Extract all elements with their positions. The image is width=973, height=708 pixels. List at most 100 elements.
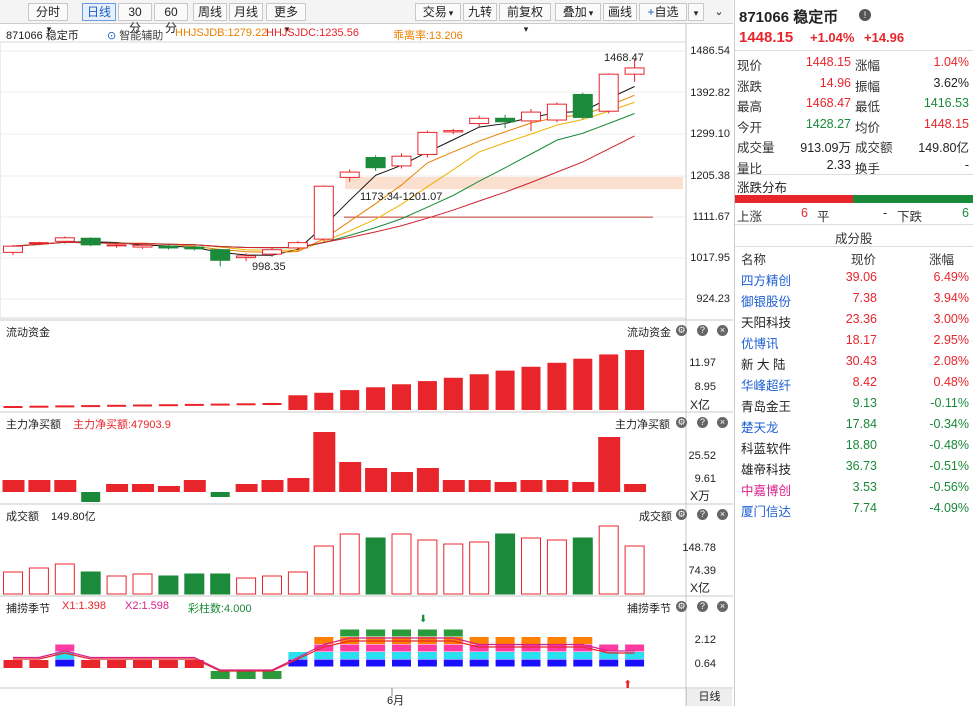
- season-bar: [29, 660, 49, 668]
- stock-name[interactable]: 新 大 陆: [741, 358, 786, 372]
- smart-assist-toggle[interactable]: ⊙ 智能辅助: [107, 30, 164, 42]
- flow-bar: [81, 405, 101, 408]
- season-bar-segment: [288, 652, 308, 659]
- y-tick: 74.39: [688, 565, 716, 577]
- season-bar-segment: [469, 644, 489, 652]
- more-menu[interactable]: 更多▾: [266, 3, 306, 34]
- overlay-menu[interactable]: 叠加 ▾: [555, 3, 601, 21]
- tab-monthly[interactable]: 月线: [229, 3, 263, 21]
- settings-icon[interactable]: ⚙: [676, 325, 687, 336]
- candle-body: [54, 237, 75, 242]
- help-icon[interactable]: ?: [697, 509, 708, 520]
- quote-value: 1448.15: [923, 116, 969, 131]
- netbuy-bar: [2, 480, 25, 492]
- y-tick: 924.23: [696, 293, 730, 305]
- season-bar: [3, 660, 23, 668]
- flat-count: -: [883, 206, 888, 220]
- toolbar-menu-button[interactable]: ⌄: [710, 3, 728, 21]
- up-arrow-icon: ⬆: [623, 679, 632, 691]
- netbuy-bar: [54, 480, 77, 492]
- quote-value: 1.04%: [933, 55, 969, 69]
- chart-grid: [0, 24, 733, 706]
- netbuy-bar: [442, 480, 465, 492]
- season-line-x2: [13, 637, 635, 671]
- quote-value: 1448.15: [805, 55, 851, 69]
- close-icon[interactable]: ×: [717, 601, 728, 612]
- flow-unit: X亿: [690, 398, 711, 412]
- candle-body: [287, 242, 308, 249]
- close-icon[interactable]: ×: [717, 417, 728, 428]
- stock-name[interactable]: 中嘉博创: [741, 484, 792, 498]
- watchlist-dropdown[interactable]: ▾: [688, 3, 704, 21]
- quote-label: 今开: [737, 120, 763, 135]
- watchlist-button[interactable]: +自选: [639, 3, 687, 21]
- stock-name[interactable]: 御银股份: [741, 295, 792, 309]
- adjust-menu[interactable]: 前复权▾: [499, 3, 551, 34]
- high-annotation: 1468.47: [604, 52, 644, 64]
- quote-label: 换手: [855, 161, 881, 176]
- y-tick: 1299.10: [690, 128, 730, 140]
- stock-name[interactable]: 华峰超纤: [741, 379, 792, 393]
- pct-change: +1.04%: [810, 30, 855, 45]
- help-icon[interactable]: ?: [697, 325, 708, 336]
- kline-chart-area[interactable]: ⬇⬆: [0, 0, 733, 706]
- settings-icon[interactable]: ⚙: [676, 417, 687, 428]
- stock-name[interactable]: 雄帝科技: [741, 463, 792, 477]
- trade-menu[interactable]: 交易 ▾: [415, 3, 461, 21]
- up-count: 6: [801, 206, 808, 220]
- y-tick: 148.78: [682, 542, 716, 554]
- help-icon[interactable]: ?: [697, 601, 708, 612]
- flow-bar: [133, 404, 152, 407]
- stock-name[interactable]: 楚天龙: [741, 421, 779, 435]
- turnover-bar: [313, 545, 334, 595]
- season-bar: [184, 660, 204, 668]
- season-bar-segment: [443, 659, 463, 667]
- col-name[interactable]: 名称: [741, 253, 767, 267]
- col-price[interactable]: 现价: [851, 253, 877, 267]
- season-bar-segment: [314, 644, 334, 652]
- stock-name[interactable]: 四方精创: [741, 274, 792, 288]
- tab-intraday[interactable]: 分时▾: [28, 3, 68, 34]
- turnover-bar: [3, 571, 23, 595]
- stock-name[interactable]: 青岛金王: [741, 400, 792, 414]
- flow-bar: [521, 366, 541, 410]
- chevron-down-icon: ▾: [46, 24, 52, 34]
- quote-value: 1428.27: [805, 116, 851, 131]
- chevron-down-icon: ⊙: [107, 30, 117, 42]
- season-bar-segment: [547, 644, 567, 652]
- tab-daily[interactable]: 日线: [82, 3, 116, 21]
- draw-button[interactable]: 画线: [603, 3, 637, 21]
- candle-body: [572, 93, 593, 118]
- stock-price: 7.38: [852, 291, 877, 305]
- stock-name[interactable]: 优博讯: [741, 337, 779, 351]
- season-bar-segment: [625, 644, 645, 652]
- close-icon[interactable]: ×: [717, 325, 728, 336]
- tab-30min[interactable]: 30分: [118, 3, 152, 35]
- close-icon[interactable]: ×: [717, 509, 728, 520]
- stock-name[interactable]: 厦门信达: [741, 505, 792, 519]
- hhjsjdb-value: HHJSJDB:1279.22: [175, 27, 268, 39]
- season-bar-segment: [417, 652, 437, 659]
- tab-weekly[interactable]: 周线: [193, 3, 227, 21]
- season-bar-segment: [495, 652, 515, 659]
- nine-turn-button[interactable]: 九转: [463, 3, 497, 21]
- help-icon[interactable]: ?: [697, 417, 708, 428]
- turnover-bar: [158, 575, 179, 595]
- stock-name[interactable]: 科蓝软件: [741, 442, 792, 456]
- quote-label: 涨幅: [855, 59, 881, 73]
- netbuy-unit: X万: [690, 489, 711, 503]
- season-bar-segment: [599, 644, 619, 652]
- settings-icon[interactable]: ⚙: [676, 601, 687, 612]
- period-label[interactable]: 日线: [686, 689, 732, 706]
- quote-label: 成交量: [737, 141, 775, 155]
- info-icon[interactable]: !: [859, 9, 871, 21]
- tab-60min[interactable]: 60分: [154, 3, 188, 35]
- settings-icon[interactable]: ⚙: [676, 509, 687, 520]
- stock-price: 8.42: [852, 375, 877, 389]
- quote-value: 1416.53: [923, 96, 969, 110]
- season-bar-segment: [625, 659, 645, 667]
- stock-name[interactable]: 天阳科技: [741, 316, 792, 330]
- symbol-label: 871066 稳定币: [6, 30, 79, 42]
- col-pct[interactable]: 涨幅: [929, 253, 955, 267]
- flow-bar: [573, 358, 593, 410]
